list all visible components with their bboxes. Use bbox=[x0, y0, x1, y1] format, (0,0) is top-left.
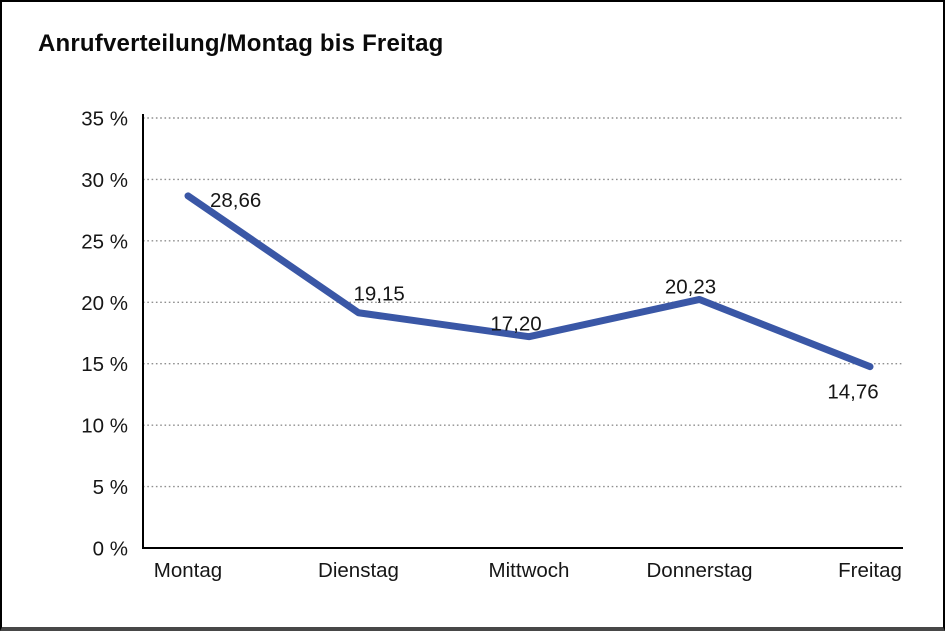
value-label: 17,20 bbox=[490, 313, 541, 336]
value-label: 19,15 bbox=[354, 283, 405, 306]
x-category-label: Donnerstag bbox=[647, 559, 753, 582]
y-tick-label: 5 % bbox=[93, 476, 128, 499]
value-label: 28,66 bbox=[210, 189, 261, 212]
y-tick-label: 25 % bbox=[81, 230, 128, 253]
x-category-label: Dienstag bbox=[318, 559, 399, 582]
y-tick-label: 15 % bbox=[81, 353, 128, 376]
value-label: 20,23 bbox=[665, 275, 716, 298]
y-tick-label: 20 % bbox=[81, 292, 128, 315]
y-tick-label: 0 % bbox=[93, 538, 128, 561]
y-tick-label: 30 % bbox=[81, 169, 128, 192]
y-tick-label: 35 % bbox=[81, 108, 128, 131]
chart-title: Anrufverteilung/Montag bis Freitag bbox=[38, 30, 444, 57]
y-tick-label: 10 % bbox=[81, 415, 128, 438]
x-category-label: Freitag bbox=[838, 559, 902, 582]
data-line bbox=[184, 192, 874, 371]
value-label: 14,76 bbox=[827, 381, 878, 404]
x-category-label: Montag bbox=[154, 559, 222, 582]
x-category-label: Mittwoch bbox=[489, 559, 570, 582]
